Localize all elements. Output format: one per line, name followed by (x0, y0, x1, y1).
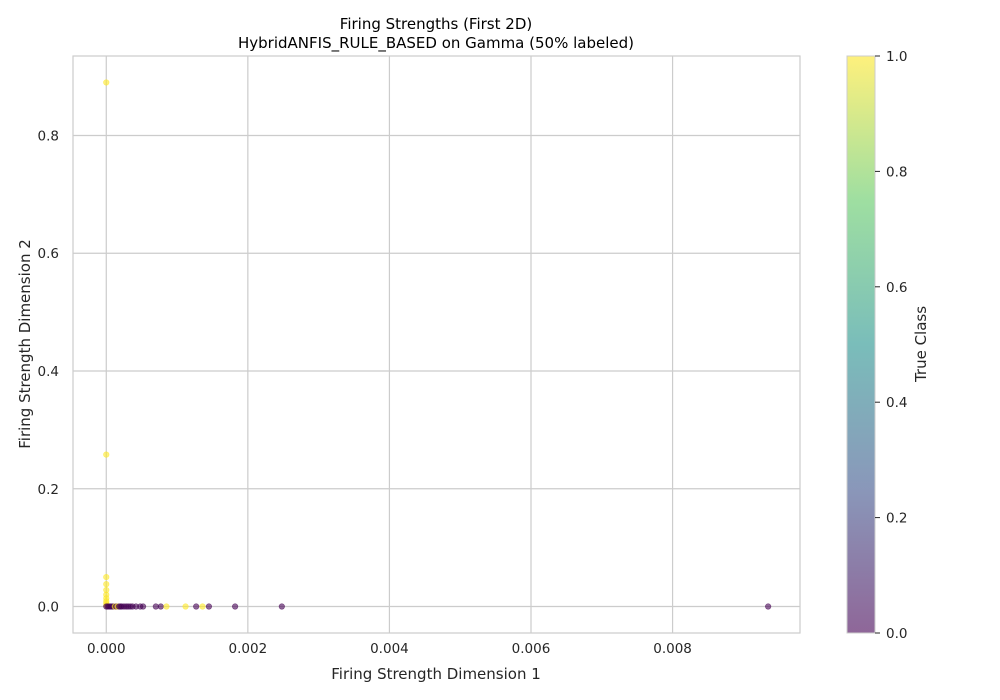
x-axis-label: Firing Strength Dimension 1 (331, 665, 541, 683)
scatter-point (103, 79, 110, 86)
colorbar-tick-label: 0.8 (886, 164, 907, 180)
scatter-point (103, 573, 110, 581)
scatter-point (182, 603, 189, 610)
colorbar-ticks: 0.0 0.2 0.4 0.6 0.8 1.0 (875, 49, 907, 642)
colorbar-tick-label: 0.2 (886, 511, 907, 527)
scatter-point (139, 603, 147, 610)
chart-subtitle: HybridANFIS_RULE_BASED on Gamma (50% lab… (238, 34, 634, 53)
colorbar: 0.0 0.2 0.4 0.6 0.8 1.0 True Class (846, 49, 930, 642)
scatter-point (199, 603, 206, 610)
chart-title: Firing Strengths (First 2D) (340, 15, 532, 33)
scatter-point (205, 603, 213, 610)
colorbar-gradient (846, 55, 876, 634)
x-tick-label: 0.006 (512, 641, 551, 657)
scatter-point (157, 603, 164, 610)
grid-lines (73, 56, 800, 633)
x-tick-label: 0.008 (653, 641, 692, 657)
x-tick-label: 0.000 (87, 641, 126, 657)
scatter-points (103, 79, 772, 610)
scatter-point (765, 603, 772, 610)
y-tick-label: 0.6 (38, 246, 59, 262)
y-tick-label: 0.0 (38, 600, 59, 616)
scatter-point (278, 603, 285, 610)
y-tick-label: 0.2 (38, 482, 59, 498)
x-tick-label: 0.002 (229, 641, 268, 657)
scatter-point (193, 603, 200, 610)
scatter-point (232, 603, 239, 610)
x-tick-label: 0.004 (370, 641, 409, 657)
y-tick-labels: 0.0 0.2 0.4 0.6 0.8 (38, 128, 59, 615)
colorbar-label: True Class (912, 306, 930, 383)
y-axis-label: Firing Strength Dimension 2 (16, 239, 34, 449)
y-tick-label: 0.8 (38, 128, 59, 144)
colorbar-tick-label: 1.0 (886, 49, 907, 65)
y-tick-label: 0.4 (38, 364, 59, 380)
colorbar-tick-label: 0.0 (886, 626, 907, 642)
plot-area-frame (72, 55, 801, 634)
colorbar-tick-label: 0.6 (886, 280, 907, 296)
scatter-point (103, 451, 110, 458)
scatter-point (103, 581, 110, 588)
colorbar-tick-label: 0.4 (886, 395, 907, 411)
scatter-point (163, 603, 170, 610)
x-tick-labels: 0.000 0.002 0.004 0.006 0.008 (87, 641, 692, 657)
